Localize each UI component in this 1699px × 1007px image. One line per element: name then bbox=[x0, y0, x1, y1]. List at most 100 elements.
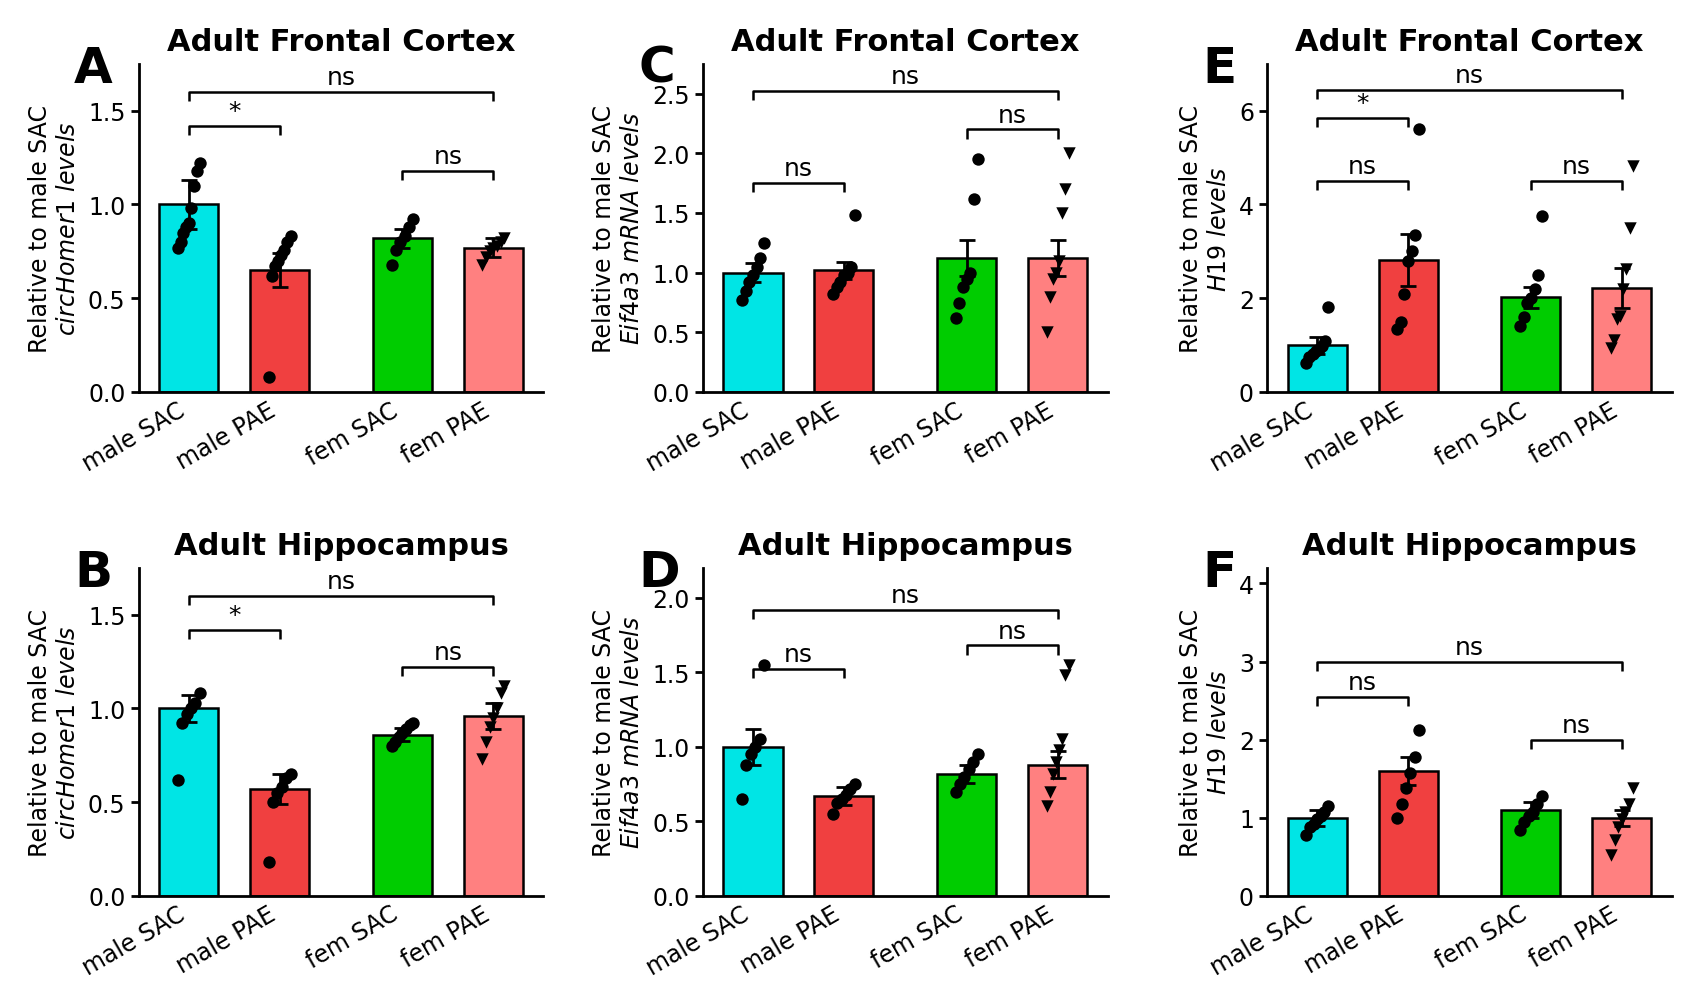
Text: ns: ns bbox=[890, 65, 919, 90]
Point bbox=[1612, 262, 1640, 278]
Point bbox=[1619, 780, 1646, 797]
Point bbox=[736, 275, 763, 291]
Point bbox=[1033, 325, 1060, 341]
Point bbox=[165, 771, 192, 787]
Point bbox=[1606, 308, 1633, 324]
Point bbox=[277, 766, 304, 782]
Text: *: * bbox=[228, 100, 240, 124]
Point bbox=[377, 257, 404, 273]
Point bbox=[1052, 182, 1079, 198]
Text: ns: ns bbox=[433, 145, 462, 169]
Point bbox=[172, 220, 199, 236]
Point bbox=[960, 191, 987, 207]
Point bbox=[833, 786, 860, 803]
Point bbox=[1524, 268, 1551, 284]
Text: *: * bbox=[1356, 92, 1368, 116]
Point bbox=[469, 257, 496, 273]
Point bbox=[1048, 205, 1075, 222]
Point bbox=[834, 265, 861, 281]
Point bbox=[491, 231, 518, 247]
Point bbox=[165, 241, 192, 257]
Point bbox=[1308, 338, 1335, 354]
Point bbox=[1313, 299, 1341, 315]
Point bbox=[182, 695, 209, 711]
Point bbox=[945, 295, 972, 311]
Point bbox=[185, 156, 212, 172]
Point bbox=[267, 248, 294, 264]
Bar bbox=[160, 205, 217, 393]
Point bbox=[1402, 228, 1429, 244]
Point bbox=[1510, 814, 1538, 830]
Point bbox=[1048, 731, 1075, 747]
Point bbox=[1514, 295, 1541, 311]
Point bbox=[950, 280, 977, 296]
Text: B: B bbox=[75, 549, 112, 596]
Point bbox=[826, 275, 853, 291]
Point bbox=[827, 792, 855, 808]
Point bbox=[173, 706, 200, 722]
Point bbox=[1602, 312, 1629, 328]
Text: *: * bbox=[228, 603, 240, 627]
Point bbox=[1313, 799, 1341, 815]
Bar bbox=[724, 273, 782, 393]
Point bbox=[488, 235, 515, 251]
Point bbox=[742, 260, 770, 276]
Text: ns: ns bbox=[1454, 635, 1483, 660]
Bar bbox=[1378, 261, 1437, 393]
Point bbox=[183, 163, 211, 179]
Bar bbox=[724, 747, 782, 896]
Point bbox=[472, 734, 500, 750]
Point bbox=[392, 721, 420, 737]
Point bbox=[1514, 809, 1541, 825]
Text: D: D bbox=[639, 549, 680, 596]
Y-axis label: Relative to male SAC
$\it{H19\ levels}$: Relative to male SAC $\it{H19\ levels}$ bbox=[1179, 105, 1230, 352]
Bar bbox=[936, 773, 996, 896]
Point bbox=[469, 751, 496, 767]
Point bbox=[1041, 754, 1069, 770]
Point bbox=[1519, 804, 1546, 820]
Title: Adult Frontal Cortex: Adult Frontal Cortex bbox=[731, 28, 1079, 56]
Text: A: A bbox=[75, 45, 112, 93]
Point bbox=[1036, 783, 1064, 800]
Point bbox=[1303, 812, 1330, 828]
Point bbox=[399, 716, 426, 732]
Point bbox=[268, 779, 296, 796]
Point bbox=[1527, 788, 1555, 805]
Text: ns: ns bbox=[1561, 713, 1590, 737]
Point bbox=[946, 776, 974, 793]
Point bbox=[263, 785, 291, 802]
Point bbox=[955, 761, 982, 777]
Point bbox=[841, 776, 868, 793]
Point bbox=[1390, 286, 1417, 302]
Point bbox=[831, 268, 858, 284]
Point bbox=[277, 229, 304, 245]
Point bbox=[1405, 722, 1432, 738]
Point bbox=[1597, 340, 1624, 356]
Point bbox=[265, 254, 292, 270]
Bar bbox=[250, 789, 309, 896]
Point bbox=[1293, 827, 1320, 843]
Bar bbox=[936, 259, 996, 393]
Point bbox=[1400, 749, 1427, 765]
Point bbox=[1300, 817, 1327, 833]
Title: Adult Hippocampus: Adult Hippocampus bbox=[1301, 532, 1636, 560]
Y-axis label: Relative to male SAC
$\it{circHomer1\ levels}$: Relative to male SAC $\it{circHomer1\ le… bbox=[27, 608, 80, 856]
Point bbox=[1312, 334, 1339, 350]
Point bbox=[491, 678, 518, 694]
Point bbox=[819, 287, 846, 303]
Bar bbox=[1028, 765, 1087, 896]
Text: ns: ns bbox=[1454, 63, 1483, 88]
Text: E: E bbox=[1201, 45, 1237, 93]
Point bbox=[838, 260, 865, 276]
Point bbox=[483, 701, 510, 717]
Bar bbox=[250, 271, 309, 393]
Bar bbox=[1592, 818, 1651, 896]
Bar bbox=[1288, 345, 1346, 393]
Point bbox=[1298, 346, 1325, 363]
Point bbox=[1527, 208, 1555, 225]
Bar bbox=[814, 271, 873, 393]
Point bbox=[255, 370, 282, 386]
Point bbox=[399, 212, 426, 229]
Point bbox=[1295, 349, 1322, 366]
Point bbox=[746, 731, 773, 747]
